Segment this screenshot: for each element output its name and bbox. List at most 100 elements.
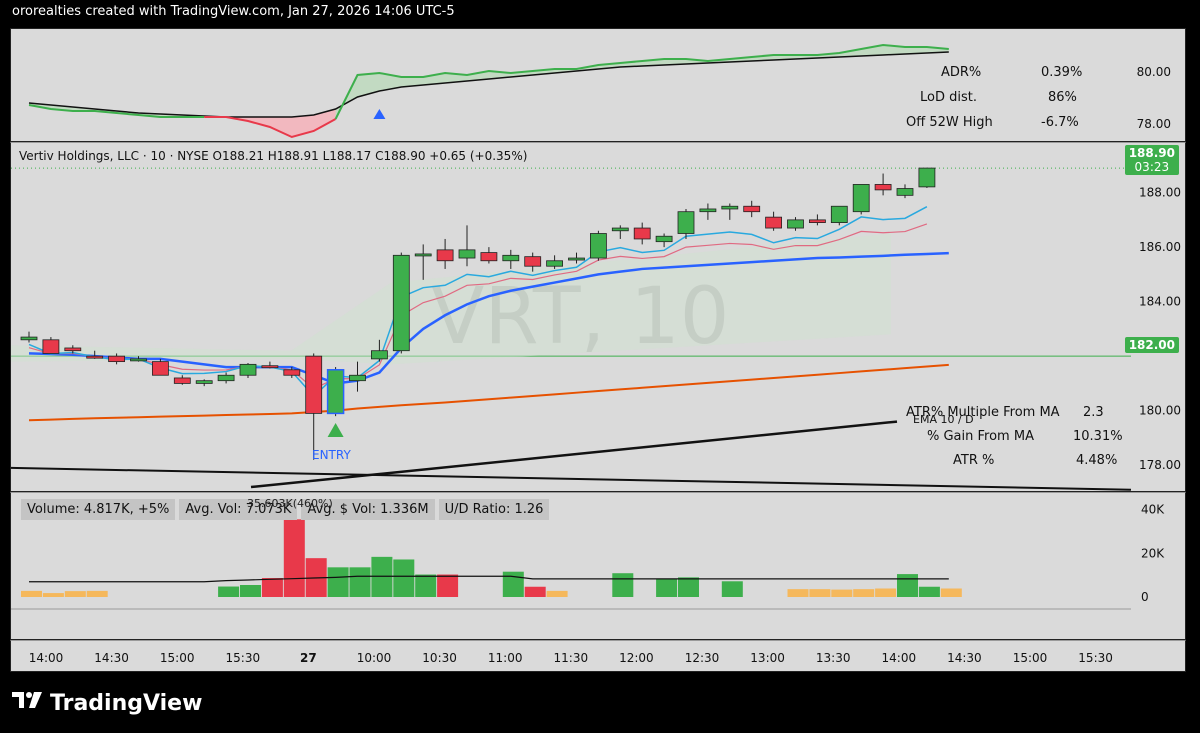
candle-body [436, 249, 454, 262]
candle [743, 200, 761, 218]
candle [64, 345, 82, 354]
symbol-watermark: VRT, 10 [431, 272, 729, 362]
candle [787, 217, 804, 231]
candle [239, 362, 257, 378]
atr-stats-table: ATR% Multiple From MA 2.3 % Gain From MA… [891, 403, 1141, 475]
ema-orange-line [28, 363, 949, 422]
indicator-line-red [204, 116, 337, 139]
volume-bar [678, 577, 699, 597]
candle [830, 205, 848, 226]
time-axis-labels: 14:00 14:30 15:00 15:30 27 10:00 10:30 11:00 11:… [29, 651, 1113, 665]
candle-body [327, 369, 345, 414]
stat-label: LoD dist. [920, 90, 977, 105]
volume-panel[interactable]: 40K 20K 0 Volume: 4.817K, +5% Avg. Vol: 7.… [10, 492, 1186, 640]
candle [42, 337, 60, 354]
candle-body [633, 227, 651, 240]
candle-body [809, 219, 826, 223]
candle-body [195, 380, 213, 384]
y-tick-label: 178.00 [1139, 458, 1181, 472]
volume-bar [21, 590, 42, 597]
time-tick-label: 10:00 [357, 651, 392, 665]
entry-arrow [327, 423, 344, 437]
stat-value-adr: 0.39% [1041, 65, 1083, 80]
trend-line-flat [11, 466, 1132, 491]
volume-bar [721, 581, 743, 597]
last-price-tag: 188.90 03:23 [1124, 145, 1179, 175]
indicator-panel[interactable]: ADR% 0.39% LoD dist. 86% Off 52W High -6… [10, 28, 1186, 142]
candle-body [349, 374, 366, 382]
volume-tick-label: 40K [1141, 503, 1165, 517]
candle-body [64, 347, 82, 352]
volume-bar [809, 589, 831, 597]
time-tick-label: 14:00 [882, 651, 917, 665]
time-axis[interactable]: 14:00 14:30 15:00 15:30 27 10:00 10:30 11:00 11:… [10, 640, 1186, 672]
volume-bar [349, 567, 371, 597]
volume-bar [612, 573, 634, 597]
volume-bar [218, 586, 240, 597]
candle [414, 244, 432, 280]
entry-highlight [326, 369, 345, 415]
stat-value-atr-multiple: 2.3 [1083, 405, 1104, 420]
candle-body [42, 339, 60, 354]
price-chart: 188.00 186.00 184.00 180.00 178.00 VRT, 10 [11, 167, 1181, 491]
candle-body [546, 260, 563, 267]
y-tick-78: 78.00 [1136, 117, 1171, 131]
time-tick-label: 15:30 [1078, 651, 1113, 665]
indicator-cross-arrow [373, 109, 386, 119]
candle-body [611, 227, 629, 232]
tradingview-logo[interactable]: TradingView [12, 690, 202, 716]
indicator-ma-line [28, 51, 949, 118]
candle-body [765, 216, 782, 229]
candle [918, 167, 936, 188]
time-tick-label: 14:30 [94, 651, 129, 665]
volume-bar [240, 585, 261, 597]
candle-body [568, 257, 585, 261]
ohlc-legend[interactable]: Vertiv Holdings, LLC · 10 · NYSE O188.21… [19, 149, 528, 163]
candle-body [743, 205, 761, 213]
stat-value-gain: 10.31% [1073, 429, 1123, 444]
candle-body [108, 355, 125, 363]
candle [392, 252, 410, 354]
time-tick-label: 11:00 [488, 651, 523, 665]
y-tick-80: 80.00 [1136, 65, 1171, 79]
volume-spike-label: 35.603K(460%) [247, 497, 333, 510]
candle [327, 367, 345, 417]
time-tick-label: 13:30 [816, 651, 851, 665]
volume-chip: Volume: 4.817K, +5% [21, 499, 176, 520]
avg-volume-chip: Avg. Vol: 7.073K [179, 499, 298, 520]
candle-body [787, 219, 804, 229]
candle [130, 356, 147, 362]
volume-bar [261, 578, 283, 597]
candle-body [392, 254, 410, 352]
candle [20, 331, 38, 343]
candle [852, 184, 870, 215]
volume-avg-line [29, 575, 949, 583]
candle-body [173, 377, 191, 384]
time-tick-label: 10:30 [422, 651, 457, 665]
time-tick-label: 11:30 [554, 651, 589, 665]
candle-body [677, 211, 695, 234]
candle-body [524, 256, 542, 267]
candle-body [590, 233, 607, 259]
stat-label: ADR% [941, 65, 982, 80]
candle [108, 353, 125, 365]
stat-row-adr: ADR% [941, 65, 981, 80]
volume-bar [831, 589, 853, 597]
chart-header: ororealties created with TradingView.com… [12, 4, 455, 19]
candle-body [20, 336, 38, 341]
volume-bar [283, 519, 305, 597]
stat-label-atr: ATR % [953, 453, 995, 468]
candle [633, 222, 651, 245]
candle [874, 173, 892, 196]
candle-body [239, 363, 257, 376]
volume-bar [787, 589, 809, 597]
candle-body [874, 184, 892, 191]
time-tick-label: 14:30 [947, 651, 982, 665]
volume-tick-label: 0 [1141, 590, 1149, 604]
candle [546, 255, 563, 269]
candle-body [852, 184, 870, 213]
price-panel[interactable]: 188.00 186.00 184.00 180.00 178.00 VRT, 10 Ve… [10, 142, 1186, 492]
candle [568, 252, 585, 264]
time-tick-label: 27 [300, 651, 317, 665]
candle [458, 225, 476, 267]
